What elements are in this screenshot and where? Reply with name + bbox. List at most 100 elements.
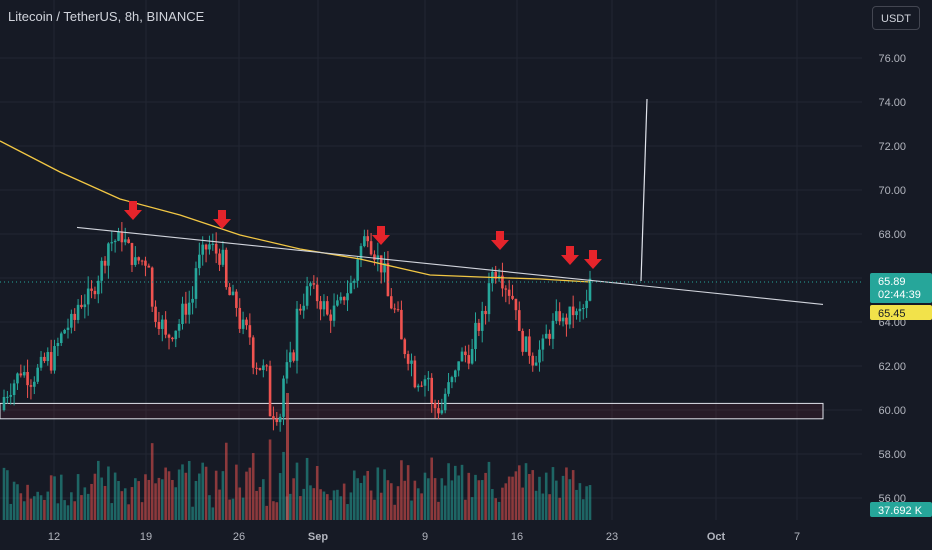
currency-button[interactable]: USDT — [872, 6, 920, 30]
candle-body — [134, 257, 137, 265]
candle-body — [403, 339, 407, 355]
volume-bar — [245, 471, 248, 520]
last-price-tag-bg — [870, 273, 932, 303]
volume-bar — [113, 472, 117, 520]
candle-body — [319, 301, 322, 310]
candle-body — [208, 244, 211, 250]
candle-body — [396, 309, 400, 311]
candle-body — [66, 327, 70, 330]
last-price-tag-text: 65.89 — [878, 276, 906, 288]
candle-body — [6, 396, 9, 398]
volume-bar — [386, 480, 390, 520]
candle-body — [43, 356, 46, 362]
volume-bar — [147, 479, 151, 520]
volume-bar — [59, 474, 63, 520]
volume-bar — [329, 500, 332, 520]
volume-bar — [282, 451, 285, 520]
volume-bar — [491, 489, 494, 520]
volume-bar — [83, 487, 87, 520]
candle-body — [147, 265, 151, 268]
volume-bar — [507, 476, 511, 520]
y-tick-label: 70.00 — [878, 185, 906, 197]
time-axis[interactable]: 12 19 26 Sep 9 16 23 Oct 7 — [0, 520, 862, 550]
candle-body — [272, 416, 275, 420]
volume-bar — [423, 472, 427, 520]
volume-bar — [103, 485, 107, 520]
volume-bar — [73, 501, 77, 520]
candle-body — [470, 349, 474, 364]
volume-bar — [56, 503, 60, 520]
candle-body — [76, 304, 80, 320]
candle-body — [100, 260, 103, 281]
volume-bar — [326, 494, 329, 520]
volume-bar — [413, 480, 417, 520]
volume-bar — [235, 464, 238, 520]
candle-body — [204, 244, 208, 250]
candle-body — [123, 239, 127, 243]
volume-bar — [379, 492, 383, 520]
candle-body — [282, 378, 285, 417]
volume-bar — [228, 499, 231, 520]
volume-bar — [511, 476, 514, 520]
volume-bar — [302, 488, 306, 520]
candle-body — [400, 309, 403, 340]
volume-bar — [309, 485, 312, 520]
volume-bar — [251, 453, 255, 520]
down-arrow-icon — [584, 250, 602, 269]
volume-bar — [86, 493, 90, 520]
volume-bar — [123, 488, 127, 520]
volume-bar — [221, 471, 225, 520]
candle-body — [258, 368, 262, 371]
candle-body — [150, 267, 154, 307]
volume-bar — [430, 457, 434, 520]
volume-bar — [521, 487, 524, 520]
candle-body — [278, 416, 282, 423]
volume-bar — [443, 485, 447, 520]
volume-bar — [406, 465, 410, 520]
candle-body — [16, 373, 19, 384]
volume-bar — [427, 478, 430, 520]
support-zone — [0, 402, 824, 420]
volume-bar — [342, 483, 346, 520]
volume-bar — [164, 467, 167, 520]
candle-body — [49, 352, 53, 371]
volume-bar — [359, 483, 363, 520]
volume-bar — [110, 503, 114, 520]
x-tick-label: 12 — [48, 531, 60, 543]
candle-body — [305, 286, 309, 306]
x-tick-label: 23 — [606, 531, 618, 543]
volume-bar — [2, 467, 6, 520]
volume-bar — [501, 487, 504, 520]
volume-bar — [130, 487, 134, 520]
candle-body — [538, 349, 541, 363]
volume-bar — [504, 483, 508, 520]
volume-bar — [140, 502, 144, 520]
volume-bar — [457, 475, 460, 520]
volume-bar — [558, 497, 561, 520]
candle-body — [460, 351, 464, 362]
y-tick-label: 60.00 — [878, 405, 906, 417]
volume-bar — [332, 490, 336, 520]
candle-body — [191, 298, 194, 303]
volume-bar — [70, 492, 73, 520]
candle-body — [251, 337, 255, 368]
candle-body — [70, 313, 73, 328]
candlesticks — [2, 222, 592, 432]
candle-body — [231, 291, 235, 296]
candle-body — [221, 249, 225, 265]
candle-body — [315, 284, 319, 302]
candle-body — [22, 372, 26, 376]
candle-body — [245, 319, 248, 326]
volume-bars — [2, 393, 592, 520]
candle-body — [117, 231, 120, 241]
volume-bar — [63, 500, 66, 520]
x-tick-label: Sep — [308, 531, 328, 543]
candle-body — [517, 310, 521, 331]
volume-bar — [544, 472, 548, 520]
candle-body — [581, 308, 585, 310]
candle-body — [565, 317, 568, 325]
candle-body — [167, 334, 171, 338]
candle-body — [336, 300, 339, 306]
